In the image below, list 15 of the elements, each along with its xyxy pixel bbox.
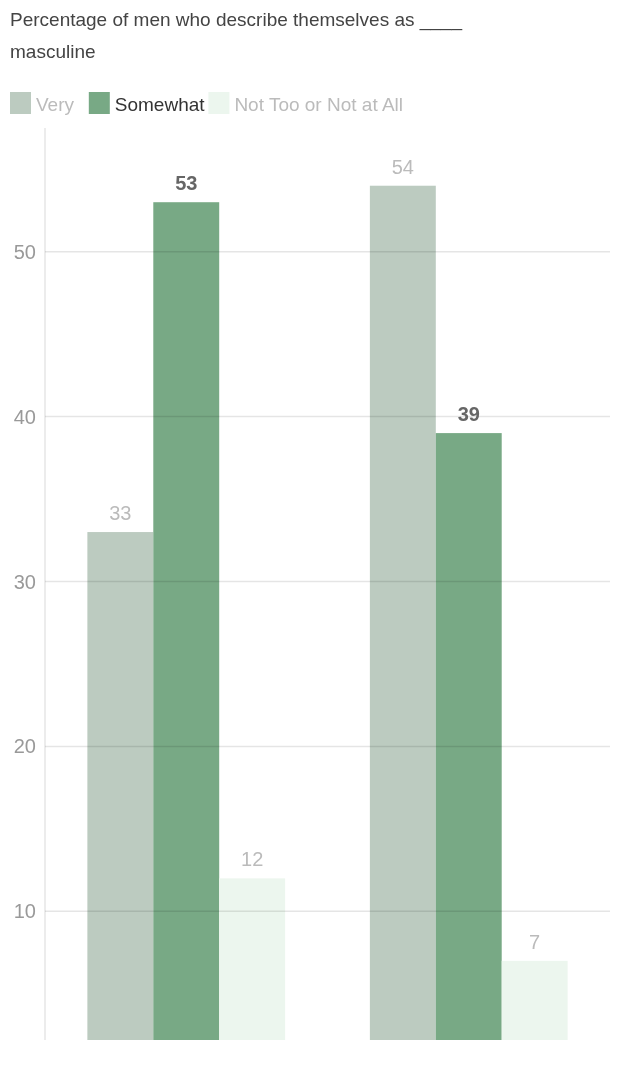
data-label: 53 (175, 172, 198, 195)
chart-title: Percentage of men who describe themselves as ____ masculine (10, 9, 463, 62)
legend-label: Somewhat (114, 94, 206, 115)
legend-label: Very (36, 94, 75, 115)
data-label: 39 (457, 403, 480, 426)
y-tick-label: 10 (13, 900, 36, 923)
legend-label: Not Too or Not at All (234, 94, 404, 115)
y-tick-label: 30 (13, 570, 36, 593)
data-label: 33 (109, 502, 132, 525)
data-label: 54 (391, 155, 414, 178)
data-label: 7 (529, 930, 541, 953)
data-label: 12 (241, 848, 264, 871)
y-tick-label: 40 (13, 405, 36, 428)
y-tick-label: 50 (13, 240, 36, 263)
y-tick-label: 20 (13, 735, 36, 758)
